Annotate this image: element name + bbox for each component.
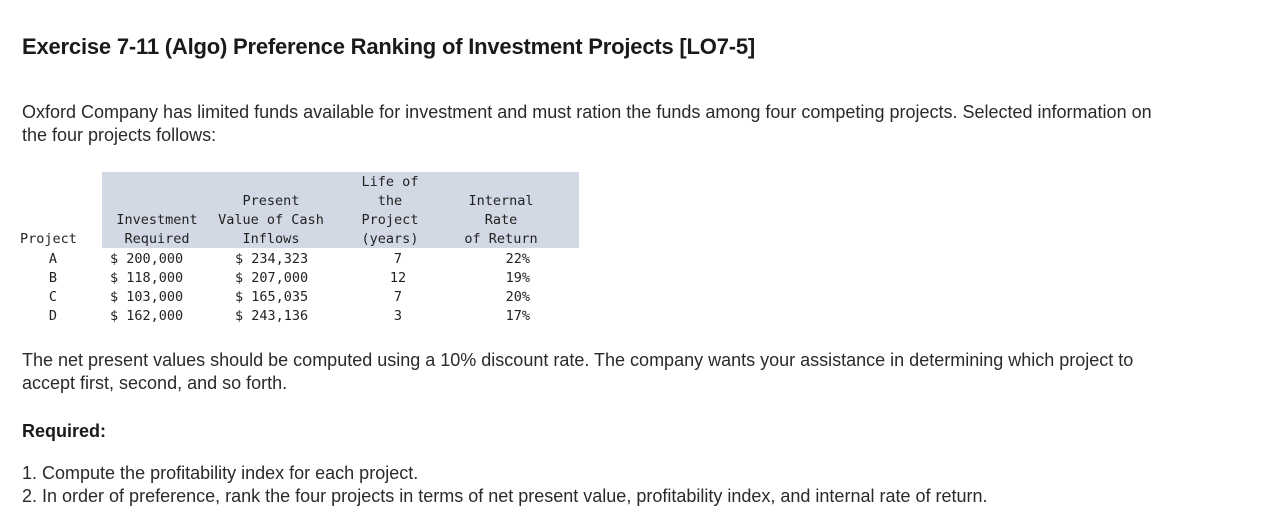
header-pv-line1: Present bbox=[242, 193, 300, 209]
header-life-line3: Project bbox=[361, 212, 419, 228]
header-life-line4: (years) bbox=[361, 231, 419, 247]
row-d-investment: $ 162,000 bbox=[110, 308, 184, 324]
row-a-irr: 22% bbox=[505, 251, 530, 267]
header-irr-line3: of Return bbox=[464, 231, 538, 247]
header-life-line1: Life of bbox=[361, 174, 419, 190]
row-d-irr: 17% bbox=[505, 308, 530, 324]
row-b-investment: $ 118,000 bbox=[110, 270, 184, 286]
row-b-life: 12 bbox=[389, 270, 407, 286]
header-irr-line1: Internal bbox=[468, 193, 534, 209]
row-c-investment: $ 103,000 bbox=[110, 289, 184, 305]
header-irr-line2: Rate bbox=[484, 212, 518, 228]
required-item-1: 1. Compute the profitability index for e… bbox=[22, 463, 419, 483]
row-d-pv: $ 243,136 bbox=[235, 308, 309, 324]
exercise-title: Exercise 7-11 (Algo) Preference Ranking … bbox=[22, 34, 756, 59]
note-paragraph: The net present values should be compute… bbox=[22, 350, 1134, 393]
row-b-pv: $ 207,000 bbox=[235, 270, 309, 286]
header-investment-line2: Required bbox=[124, 231, 190, 247]
row-a-life: 7 bbox=[393, 251, 403, 267]
required-heading: Required: bbox=[22, 421, 107, 441]
row-c-life: 7 bbox=[393, 289, 403, 305]
intro-paragraph: Oxford Company has limited funds availab… bbox=[22, 102, 1152, 145]
row-b-irr: 19% bbox=[505, 270, 530, 286]
row-a-project: A bbox=[48, 251, 58, 267]
table-header-background bbox=[102, 172, 579, 248]
row-d-life: 3 bbox=[393, 308, 403, 324]
row-a-pv: $ 234,323 bbox=[235, 251, 309, 267]
row-a-investment: $ 200,000 bbox=[110, 251, 184, 267]
header-project: Project bbox=[20, 231, 77, 247]
row-c-irr: 20% bbox=[505, 289, 530, 305]
row-d-project: D bbox=[48, 308, 58, 324]
required-list: 1. Compute the profitability index for e… bbox=[22, 462, 988, 508]
row-c-project: C bbox=[48, 289, 58, 305]
header-pv-line3: Inflows bbox=[242, 231, 300, 247]
row-c-pv: $ 165,035 bbox=[235, 289, 309, 305]
row-b-project: B bbox=[48, 270, 58, 286]
header-life-line2: the bbox=[377, 193, 403, 209]
required-item-2: 2. In order of preference, rank the four… bbox=[22, 486, 988, 506]
header-pv-line2: Value of Cash bbox=[218, 212, 324, 228]
header-investment-line1: Investment bbox=[116, 212, 198, 228]
